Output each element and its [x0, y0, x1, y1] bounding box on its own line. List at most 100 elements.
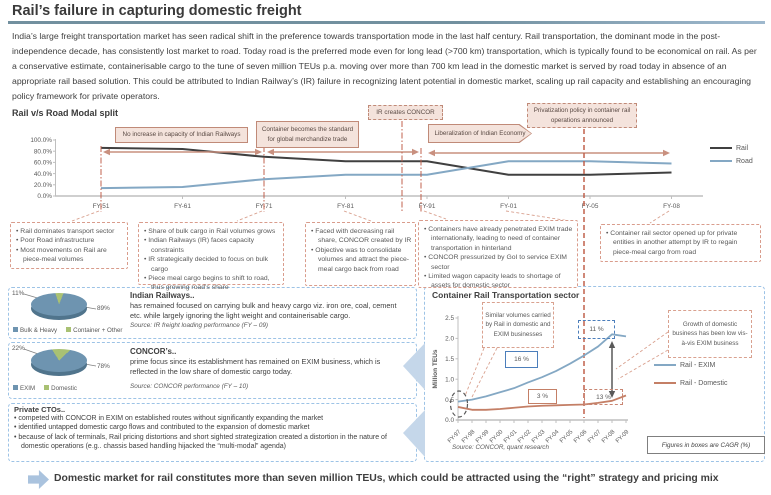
note-box-fy91: Containers have already penetrated EXIM … [418, 220, 578, 291]
modal-y-tick-label: 60.0% [34, 160, 52, 167]
event-liberalization-arrow: Liberalization of Indian Economy [428, 124, 532, 143]
domestic-cagr-badge: 3 % [528, 389, 557, 404]
concor-panel-body: prime focus since its establishment has … [130, 357, 381, 376]
bullet-item: Share of bulk cargo in Rail volumes grow… [144, 227, 280, 236]
event-liberalization-label: Liberalization of Indian Economy [429, 125, 531, 142]
bulk-heavy-label: Bulk & Heavy [20, 327, 58, 334]
modal-series-line [100, 160, 672, 190]
note-connector-line [649, 210, 670, 224]
bullet-item: Poor Road infrastructure [16, 236, 124, 245]
bullet-item: Limited wagon capacity leads to shortage… [424, 272, 574, 291]
intro-paragraph: India’s large freight transportation mar… [12, 31, 757, 102]
page-title: Rail’s failure in capturing domestic fre… [12, 3, 302, 19]
cagr-note-box: Figures in boxes are CAGR (%) [647, 436, 765, 454]
modal-legend-road: Road [710, 158, 753, 165]
bullet-item: Most movements on Rail are piece-meal vo… [16, 246, 124, 265]
bullet-item: Piece meal cargo begins to shift to road… [144, 274, 280, 293]
domestic-legend-label: Rail - Domestic [680, 380, 728, 387]
ir-pie-legend: Bulk & Heavy Container + Other [13, 327, 123, 334]
ir-panel-title: Indian Railways.. [130, 291, 195, 300]
domestic-line-swatch [654, 382, 676, 385]
modal-x-tick-label: FY-71 [256, 203, 273, 210]
exim-swatch [13, 385, 18, 390]
container-other-swatch [66, 327, 72, 332]
modal-x-tick-label: FY-08 [663, 203, 680, 210]
bullet-item: CONCOR pressurized by GoI to service EXI… [424, 253, 574, 272]
concor-mix-pie-chart [31, 349, 87, 372]
modal-split-heading: Rail v/s Road Modal split [12, 108, 119, 118]
note-box-fy61-71: Share of bulk cargo in Rail volumes grow… [138, 222, 284, 291]
event-ir-creates-concor: IR creates CONCOR [368, 105, 443, 120]
rail-line-swatch [710, 147, 732, 150]
arrowhead-icon [428, 149, 435, 157]
modal-y-tick-label: 0.0% [37, 193, 52, 200]
bullet-item: Faced with decreasing rail share, CONCOR… [311, 227, 412, 246]
ir-pie-big-share-label: 89% [97, 305, 110, 312]
bulk-heavy-swatch [13, 327, 18, 332]
ctos-panel-title: Private CTOs.. [14, 405, 66, 414]
ir-panel-body: has remained focused on carrying bulk an… [130, 301, 397, 320]
left-chevron-icon [403, 343, 425, 390]
bullet-item: identified untapped domestic cargo flows… [14, 423, 408, 432]
note-connector-line [236, 210, 263, 222]
note-box-fy81: Faced with decreasing rail share, CONCOR… [305, 222, 416, 286]
event-container-standard: Container becomes the standard for globa… [256, 121, 359, 148]
modal-x-tick-label: FY-91 [419, 203, 436, 210]
note-box-fy51: Rail dominates transport sectorPoor Road… [10, 222, 128, 269]
modal-x-tick-label: FY-61 [174, 203, 191, 210]
event-no-increase-capacity: No increase in capacity of Indian Railwa… [115, 127, 248, 143]
concor-panel-source: Source: CONCOR performance (FY – 10) [130, 383, 249, 390]
ir-panel-source: Source: IR freight loading performance (… [130, 322, 269, 329]
title-rule [8, 21, 765, 24]
exim-label: EXIM [20, 385, 36, 392]
container-other-label: Container + Other [73, 327, 123, 334]
event-privatization-policy: Privatization policy in container rail o… [527, 103, 637, 128]
container-chart-source: Source: CONCOR, quant research [452, 444, 549, 451]
rail-legend-label: Rail [736, 145, 749, 152]
exim-legend-label: Rail - EXIM [680, 362, 716, 369]
arrowhead-icon [255, 148, 262, 156]
modal-y-tick-label: 40.0% [34, 171, 52, 178]
bullet-item: Container rail sector opened up for priv… [606, 229, 757, 257]
road-legend-label: Road [736, 158, 753, 165]
exim-cagr-badge: 16 % [505, 351, 538, 368]
arrowhead-icon [267, 148, 274, 156]
footer-arrow-icon [28, 470, 49, 489]
bullet-item: IR strategically decided to focus on bul… [144, 255, 280, 274]
ctos-bullets: competed with CONCOR in EXIM on establis… [14, 414, 408, 452]
similar-volumes-callout: Similar volumes carried by Rail in domes… [482, 302, 554, 348]
container-chart-title: Container Rail Transportation sector [432, 290, 580, 300]
note-box-fy05: Container rail sector opened up for priv… [600, 224, 761, 262]
concor-panel-title: CONCOR’s.. [130, 347, 177, 356]
ir-freight-pie-chart [31, 293, 87, 316]
concor-pie-small-share-label: 22% [12, 345, 25, 352]
domestic-swatch [44, 385, 50, 390]
bullet-item: because of lack of terminals, Rail prici… [14, 433, 408, 452]
note-connector-line [343, 210, 372, 222]
domestic-recent-cagr-badge: 13 % [584, 389, 623, 405]
exim-recent-cagr-badge: 11 % [578, 320, 615, 339]
modal-x-tick-label: FY-51 [93, 203, 110, 210]
bullet-item: competed with CONCOR in EXIM on establis… [14, 414, 408, 423]
legend-bulk-heavy: Bulk & Heavy [13, 327, 57, 334]
modal-x-tick-label: FY-81 [337, 203, 354, 210]
bullet-item: Indian Railways (IR) faces capacity cons… [144, 236, 280, 255]
bullet-item: Objective was to consolidate volumes and… [311, 246, 412, 274]
note-connector-line [71, 210, 100, 222]
legend-container-other: Container + Other [66, 327, 123, 334]
bullet-item: Rail dominates transport sector [16, 227, 124, 236]
arrowhead-icon [103, 148, 110, 156]
concor-pie-legend: EXIM Domestic [13, 385, 77, 392]
arrowhead-icon [663, 149, 670, 157]
ir-pie-small-share-label: 11% [12, 290, 25, 297]
bullet-item: Containers have already penetrated EXIM … [424, 225, 574, 253]
road-line-swatch [710, 160, 732, 163]
modal-x-tick-label: FY-01 [500, 203, 517, 210]
modal-y-tick-label: 80.0% [34, 148, 52, 155]
left-chevron-icon [403, 410, 425, 457]
exim-line-swatch [654, 364, 676, 367]
legend-exim: EXIM [13, 385, 35, 392]
arrowhead-icon [412, 148, 419, 156]
modal-y-tick-label: 20.0% [34, 182, 52, 189]
